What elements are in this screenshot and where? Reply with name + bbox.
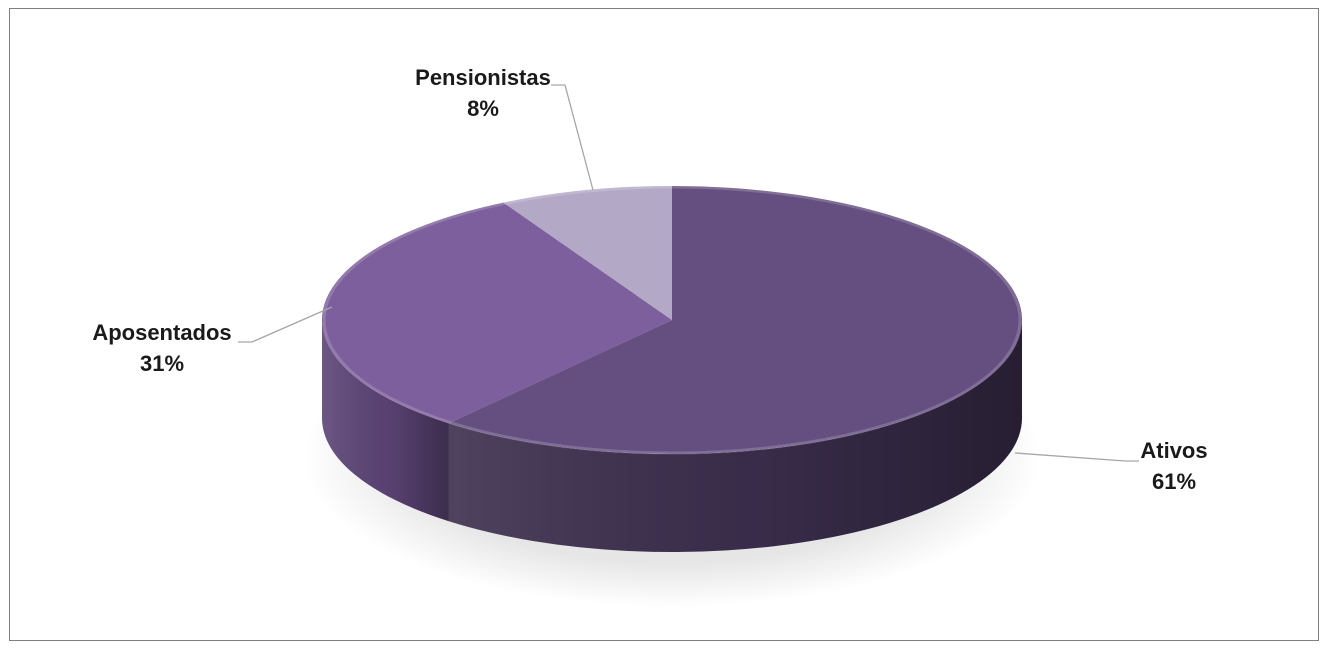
slice-label-ativos: Ativos: [1140, 438, 1207, 463]
leader-line-pensionistas: [551, 85, 593, 190]
pie-tops: [322, 186, 1022, 454]
pie-chart: Ativos 61% Aposentados 31% Pensionistas 8%: [10, 9, 1320, 642]
chart-area: Ativos 61% Aposentados 31% Pensionistas 8%: [9, 8, 1319, 641]
slice-label-pensionistas: Pensionistas: [415, 65, 551, 90]
slice-label-aposentados: Aposentados: [92, 320, 231, 345]
slice-value-ativos: 61%: [1152, 469, 1196, 494]
slice-value-pensionistas: 8%: [467, 96, 499, 121]
slice-value-aposentados: 31%: [140, 351, 184, 376]
leader-line-aposentados: [238, 307, 332, 342]
